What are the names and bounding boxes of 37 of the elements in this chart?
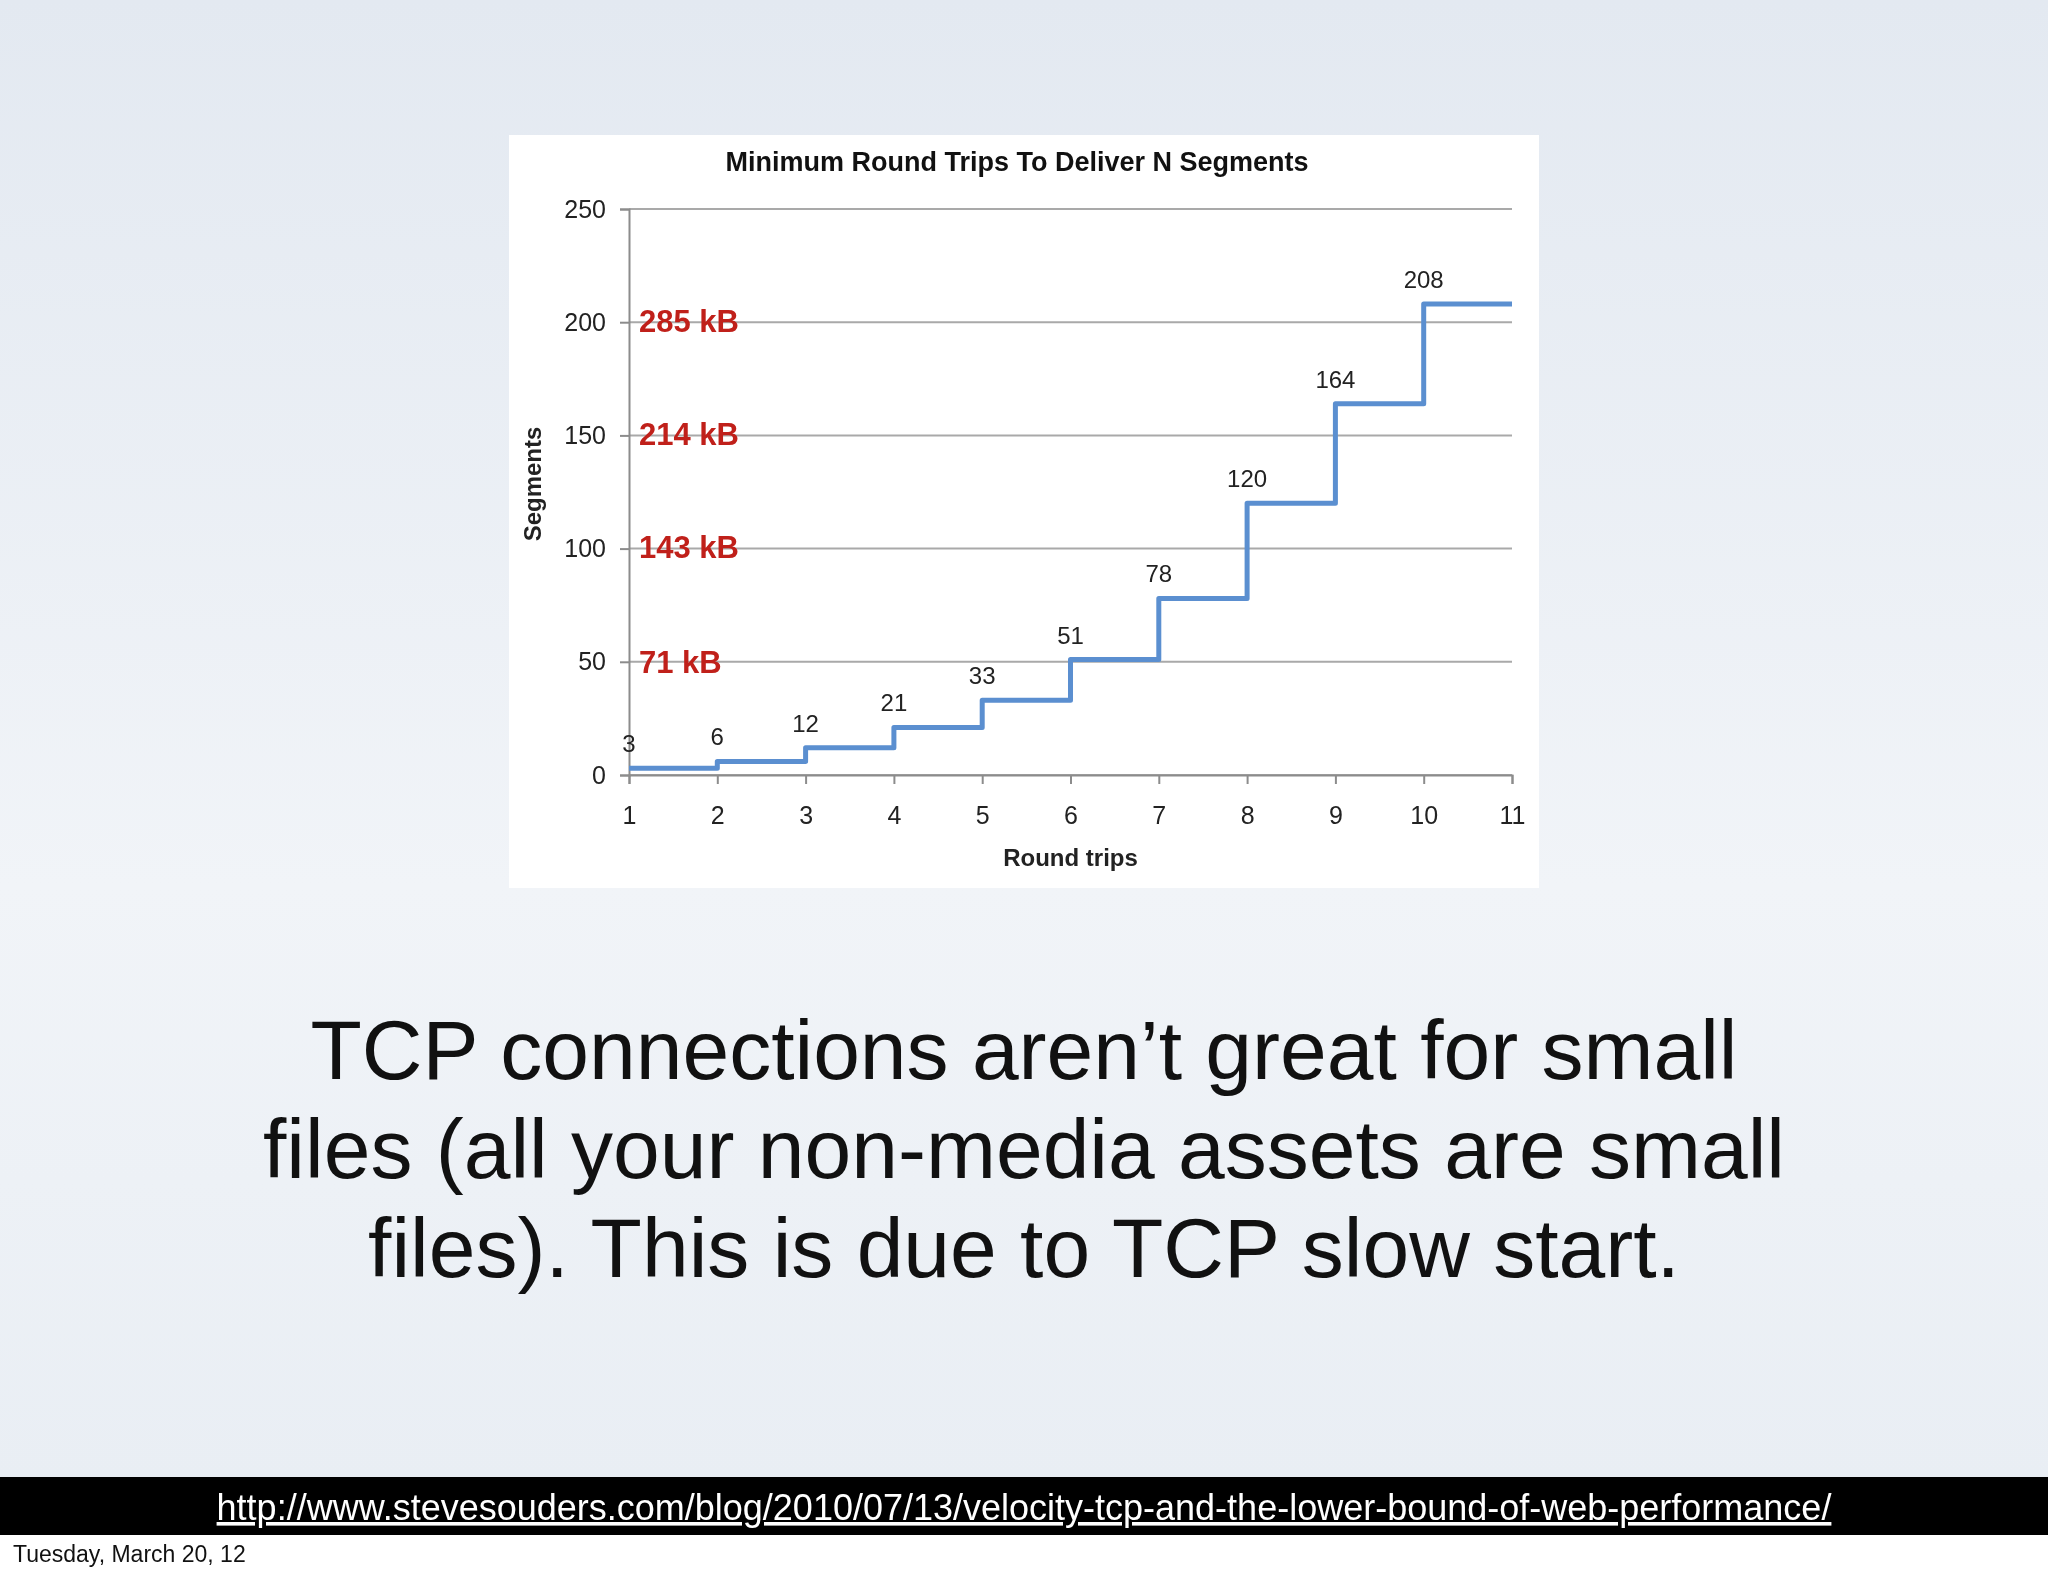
- y2-tick-label: 285 kB: [639, 304, 739, 340]
- data-label: 120: [1227, 465, 1268, 493]
- y-axis-title: Segments: [519, 426, 546, 542]
- x-tick-label: 8: [1240, 800, 1255, 829]
- y-tick-label: 200: [564, 307, 606, 336]
- y-tick-label: 100: [564, 534, 606, 563]
- x-tick-label: 1: [622, 800, 637, 829]
- text: Tuesday, March 20, 12: [13, 1541, 246, 1567]
- x-tick-label: 10: [1410, 800, 1439, 829]
- text: TCP connections aren’t great for small files (all your non-media assets are small files). This is due to TCP slow start.: [263, 1003, 1785, 1295]
- data-label: 21: [880, 689, 908, 717]
- data-label: 3: [622, 730, 636, 758]
- data-label: 12: [792, 709, 819, 737]
- data-label: 78: [1145, 560, 1173, 588]
- y-tick-label: 50: [578, 647, 606, 676]
- y2-tick-label: 214 kB: [639, 417, 739, 453]
- data-label: 208: [1403, 266, 1444, 294]
- y2-tick-label: 71 kB: [639, 644, 722, 680]
- y-tick-label: 250: [564, 194, 606, 223]
- x-tick-label: 5: [975, 800, 990, 829]
- data-label: 33: [968, 662, 996, 690]
- data-label: 6: [710, 723, 724, 751]
- x-tick-label: 6: [1064, 800, 1078, 829]
- y-tick-label: 0: [592, 760, 606, 789]
- x-tick-label: 7: [1152, 800, 1167, 829]
- x-axis-title: Round trips: [1003, 844, 1138, 871]
- x-tick-label: 2: [710, 800, 725, 829]
- x-tick-label: 3: [799, 800, 814, 829]
- text: http://www.stevesouders.com/blog/2010/07/13/velocity-tcp-and-the-lower-bound-of-web-performance/: [216, 1487, 1832, 1528]
- data-label: 164: [1315, 365, 1356, 393]
- chart-title: Minimum Round Trips To Deliver N Segments: [725, 147, 1309, 177]
- y-tick-label: 150: [564, 420, 606, 449]
- x-tick-label: 9: [1328, 800, 1343, 829]
- y2-tick-label: 143 kB: [639, 530, 739, 566]
- x-tick-label: 4: [887, 800, 902, 829]
- x-tick-label: 11: [1499, 800, 1526, 829]
- data-label: 51: [1057, 621, 1084, 649]
